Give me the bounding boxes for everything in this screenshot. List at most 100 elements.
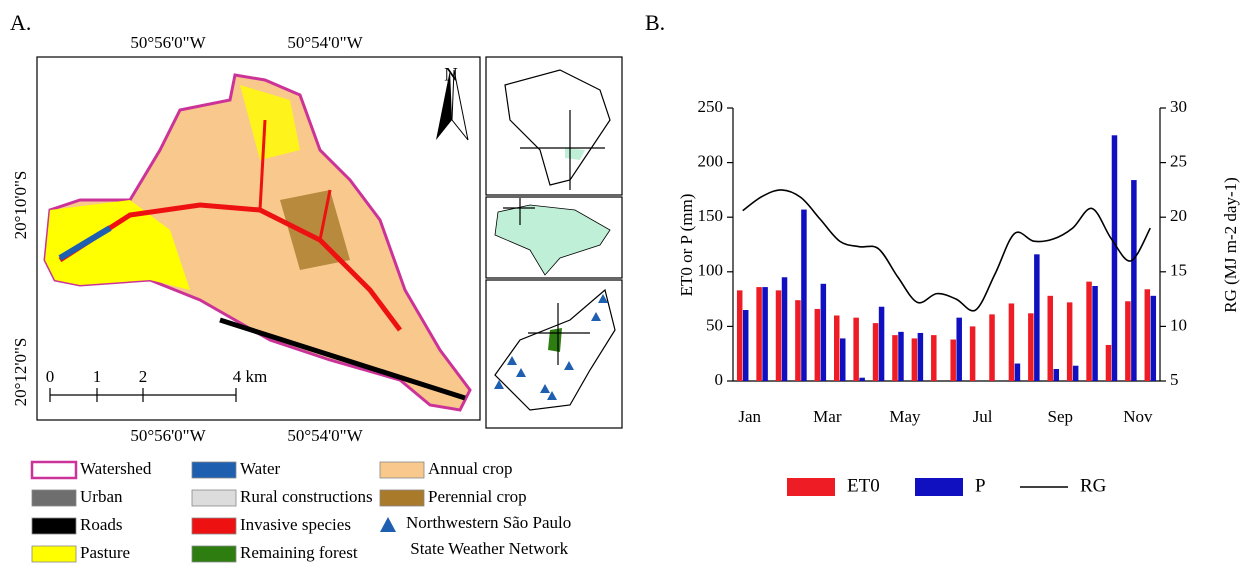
legend-marker xyxy=(380,517,396,532)
bar xyxy=(1047,295,1053,381)
lon-label: 50°54'0"W xyxy=(287,33,363,52)
inset-maps xyxy=(485,56,623,429)
bar xyxy=(859,377,865,381)
bar xyxy=(950,339,956,381)
y-tick-label: 100 xyxy=(698,261,724,280)
bar xyxy=(736,290,743,381)
chart: 0 50 100 150 200 250 5 10 15 20 25 30 Jan Mar May Jul Se… xyxy=(698,97,1188,496)
bar xyxy=(814,308,821,381)
y2-tick-label: 15 xyxy=(1170,261,1187,280)
bar xyxy=(898,331,904,381)
scale-label: 2 xyxy=(139,367,148,386)
legend-swatch xyxy=(30,460,78,480)
legend-label: RG xyxy=(1080,475,1107,496)
bar xyxy=(795,300,801,381)
bar xyxy=(878,306,885,381)
bar xyxy=(969,326,976,381)
legend-swatch xyxy=(31,545,77,563)
legend-label: Invasive species xyxy=(240,515,351,534)
x-tick-label: Sep xyxy=(1048,407,1074,426)
map-frame xyxy=(36,56,481,421)
y2-tick-label: 5 xyxy=(1170,370,1179,389)
bar xyxy=(1028,313,1034,381)
bar xyxy=(892,335,898,381)
legend-label: ET0 xyxy=(847,475,880,496)
bar xyxy=(840,338,846,381)
y2-axis-label: RG (MJ m-2 day-1) xyxy=(1221,177,1240,313)
bar xyxy=(1092,285,1098,381)
legend-label: Remaining forest xyxy=(240,543,358,562)
panel-label: B. xyxy=(645,10,665,35)
legend-swatch xyxy=(191,489,237,507)
x-tick-label: Jan xyxy=(738,407,761,426)
legend-swatch xyxy=(915,478,963,496)
bar xyxy=(1086,281,1092,381)
line xyxy=(742,189,1152,312)
bar xyxy=(1105,344,1112,381)
scale-label: 1 xyxy=(93,367,102,386)
map-art xyxy=(43,69,472,412)
scale-label: 4 km xyxy=(233,367,267,386)
legend-label: Watershed xyxy=(80,459,152,478)
bar xyxy=(1034,254,1040,381)
x-tick-label: Mar xyxy=(813,407,842,426)
bar xyxy=(1111,135,1118,381)
bar xyxy=(853,317,859,381)
legend-swatch xyxy=(191,461,237,479)
bar xyxy=(781,277,788,381)
x-tick-label: Jul xyxy=(973,407,993,426)
bar xyxy=(775,290,782,381)
legend-swatch xyxy=(379,489,425,507)
y-tick-label: 250 xyxy=(698,97,724,116)
x-tick-label: May xyxy=(889,407,921,426)
legend-label-line: Northwestern São Paulo xyxy=(406,513,571,532)
lat-label: 20°12'0"S xyxy=(11,338,30,407)
y2-tick-label: 30 xyxy=(1170,97,1187,116)
panel-label: A. xyxy=(10,10,31,35)
bar xyxy=(931,335,937,381)
lon-label: 50°56'0"W xyxy=(130,426,206,445)
scale-label: 0 xyxy=(46,367,55,386)
y2-tick-label: 20 xyxy=(1170,206,1187,225)
y2-tick-label: 25 xyxy=(1170,152,1187,171)
bar xyxy=(820,283,827,381)
bar xyxy=(956,317,962,381)
bar xyxy=(1066,302,1073,381)
bar xyxy=(1072,365,1079,381)
bar xyxy=(911,338,918,381)
bar xyxy=(1125,301,1131,381)
bar xyxy=(1008,303,1015,381)
legend-label: Perennial crop xyxy=(428,487,527,506)
y-tick-label: 200 xyxy=(698,152,724,171)
y-axis-label: ET0 or P (mm) xyxy=(677,194,696,297)
legend-label: Northwestern São Paulo State Weather Net… xyxy=(406,513,571,558)
map-legend: Watershed Water Annual crop Urban Rural cons… xyxy=(30,459,571,563)
bar xyxy=(762,287,768,381)
legend-swatch xyxy=(787,478,835,496)
y2-tick-label: 10 xyxy=(1170,315,1187,334)
bar xyxy=(989,314,995,381)
north-label: N xyxy=(444,64,458,85)
bar xyxy=(1131,180,1137,381)
bar xyxy=(742,310,749,381)
legend-swatch xyxy=(31,489,77,507)
bar xyxy=(756,287,762,381)
bar xyxy=(834,315,840,381)
legend-swatch xyxy=(379,461,425,479)
lon-label: 50°54'0"W xyxy=(287,426,363,445)
legend-swatch xyxy=(191,545,237,563)
legend-label: Pasture xyxy=(80,543,130,562)
legend-label-line: State Weather Network xyxy=(406,539,569,558)
legend-label: Roads xyxy=(80,515,123,534)
y-tick-label: 50 xyxy=(706,315,723,334)
lat-label: 20°10'0"S xyxy=(11,171,30,240)
y-tick-label: 0 xyxy=(715,370,724,389)
bar xyxy=(801,209,807,381)
legend-swatch xyxy=(31,517,77,535)
bar xyxy=(1144,289,1151,381)
legend-swatch xyxy=(191,517,237,535)
legend-label: Urban xyxy=(80,487,123,506)
bar xyxy=(1053,368,1059,381)
bar xyxy=(872,323,879,381)
bar xyxy=(1014,363,1021,381)
